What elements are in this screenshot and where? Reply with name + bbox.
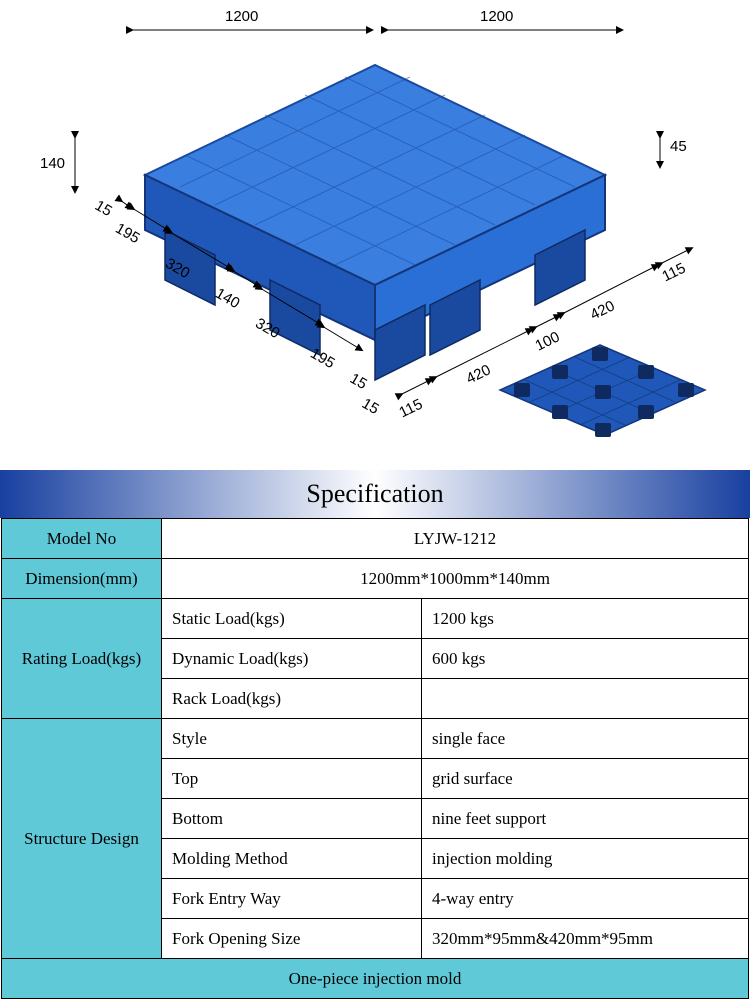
product-diagram: 1200 1200 140 45 15 195 320 140 320 195 … [0, 0, 750, 470]
model-value: LYJW-1212 [162, 519, 749, 559]
dimension-label: Dimension(mm) [2, 559, 162, 599]
molding-value: injection molding [422, 839, 749, 879]
rack-load-label: Rack Load(kgs) [162, 679, 422, 719]
fork-opening-value: 320mm*95mm&420mm*95mm [422, 919, 749, 959]
dim-left-height: 140 [40, 155, 65, 172]
model-label: Model No [2, 519, 162, 559]
dimension-value: 1200mm*1000mm*140mm [162, 559, 749, 599]
row-static-load: Rating Load(kgs) Static Load(kgs) 1200 k… [2, 599, 749, 639]
fork-entry-value: 4-way entry [422, 879, 749, 919]
rating-load-label: Rating Load(kgs) [2, 599, 162, 719]
top-label: Top [162, 759, 422, 799]
style-value: single face [422, 719, 749, 759]
pallet-underside-illustration [490, 335, 715, 445]
fork-opening-label: Fork Opening Size [162, 919, 422, 959]
style-label: Style [162, 719, 422, 759]
row-model: Model No LYJW-1212 [2, 519, 749, 559]
structure-label: Structure Design [2, 719, 162, 959]
row-style: Structure Design Style single face [2, 719, 749, 759]
dynamic-load-label: Dynamic Load(kgs) [162, 639, 422, 679]
row-dimension: Dimension(mm) 1200mm*1000mm*140mm [2, 559, 749, 599]
specification-table: Model No LYJW-1212 Dimension(mm) 1200mm*… [1, 518, 749, 999]
dim-l0: 15 [92, 197, 115, 220]
molding-label: Molding Method [162, 839, 422, 879]
dynamic-load-value: 600 kgs [422, 639, 749, 679]
top-value: grid surface [422, 759, 749, 799]
dim-top-left: 1200 [225, 8, 258, 25]
dim-r4: 115 [659, 260, 688, 286]
bottom-value: nine feet support [422, 799, 749, 839]
fork-entry-label: Fork Entry Way [162, 879, 422, 919]
specification-title: Specification [306, 479, 443, 509]
dim-right-thickness: 45 [670, 138, 687, 155]
dim-r0: 115 [396, 396, 425, 422]
row-footer: One-piece injection mold [2, 959, 749, 999]
specification-header: Specification [0, 470, 750, 518]
dim-top-right: 1200 [480, 8, 513, 25]
dim-bl: 15 [359, 395, 382, 418]
rack-load-value [422, 679, 749, 719]
static-load-value: 1200 kgs [422, 599, 749, 639]
static-load-label: Static Load(kgs) [162, 599, 422, 639]
table-footer: One-piece injection mold [2, 959, 749, 999]
bottom-label: Bottom [162, 799, 422, 839]
